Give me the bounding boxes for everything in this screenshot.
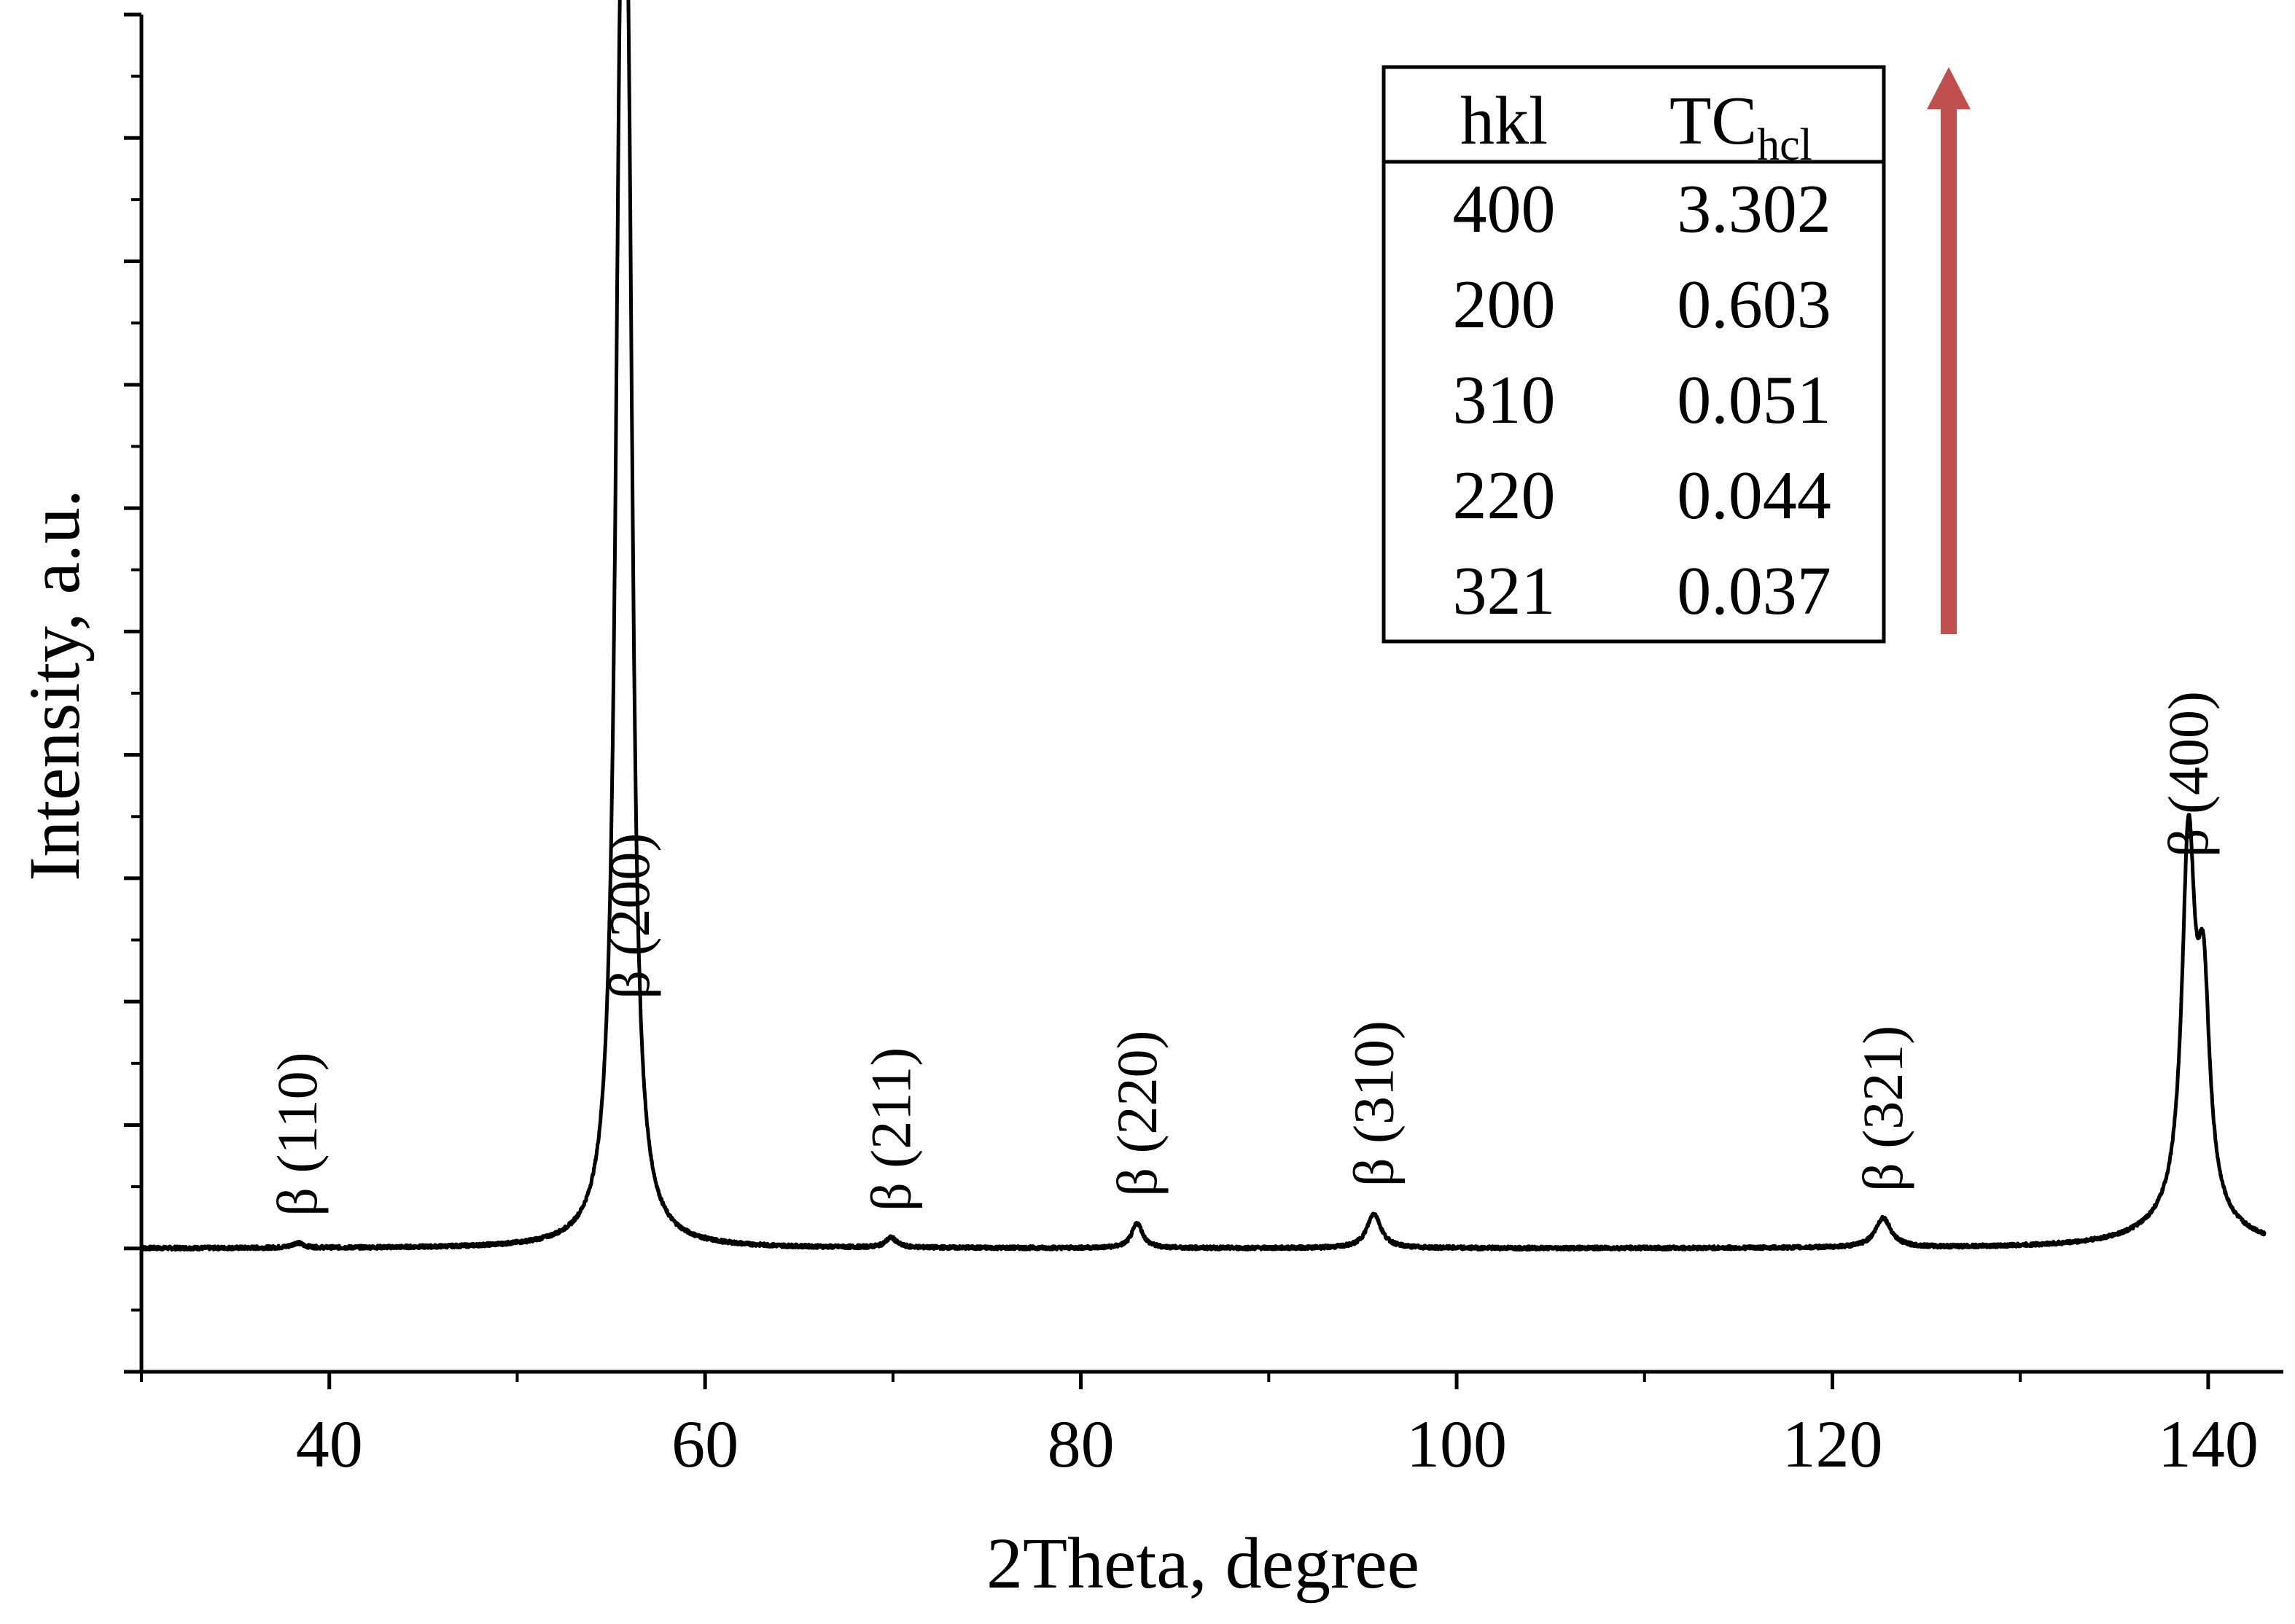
tc-table: hkl TChcl 400 3.302 200 0.603 310 0.051 220 0.0… <box>1382 65 1886 644</box>
peak-label: β (400) <box>2156 691 2220 857</box>
x-axis-title: 2Theta, degree <box>986 1523 1419 1604</box>
table-cell-hkl: 321 <box>1453 553 1556 629</box>
x-tick-label: 120 <box>1782 1407 1882 1481</box>
y-axis-ticks <box>124 12 141 1374</box>
peak-label: β (321) <box>1851 1026 1914 1192</box>
table-cell-hkl: 400 <box>1453 171 1556 247</box>
peak-label: β (310) <box>1342 1020 1406 1187</box>
table-cell-tc: 0.044 <box>1677 458 1831 534</box>
table-rows: 400 3.302 200 0.603 310 0.051 220 0.044 321 0.037 <box>1453 171 1831 629</box>
x-tick-label: 80 <box>1048 1407 1115 1481</box>
table-header-tc-main: TC <box>1669 83 1757 159</box>
peak-label: β (110) <box>265 1052 329 1216</box>
table-cell-tc: 0.051 <box>1677 362 1831 438</box>
table-cell-hkl: 220 <box>1453 458 1556 534</box>
xrd-pattern-line <box>140 0 2267 1252</box>
table-cell-tc: 0.603 <box>1677 267 1831 343</box>
table-header-tc: TChcl <box>1669 83 1812 170</box>
peak-label: β (211) <box>859 1047 922 1211</box>
x-tick-label: 40 <box>296 1407 363 1481</box>
direction-arrow <box>1927 67 1971 634</box>
arrow-head <box>1927 67 1971 109</box>
table-cell-tc: 3.302 <box>1677 171 1831 247</box>
x-axis-ticks: 40 60 80 100 120 140 <box>140 1372 2259 1481</box>
table-cell-hkl: 200 <box>1453 267 1556 343</box>
x-tick-label: 140 <box>2158 1407 2259 1481</box>
peak-label: β (220) <box>1105 1030 1169 1196</box>
table-cell-hkl: 310 <box>1453 362 1556 438</box>
table-cell-tc: 0.037 <box>1677 553 1831 629</box>
y-axis-title: Intensity, a.u. <box>14 489 95 881</box>
peak-label: β (200) <box>598 833 661 999</box>
peak-labels: β (110) β (200) β (211) β (220) β (310) β (32… <box>265 691 2220 1217</box>
table-header-tc-subscript: hcl <box>1757 120 1812 170</box>
x-tick-label: 60 <box>671 1407 739 1481</box>
x-tick-label: 100 <box>1406 1407 1507 1481</box>
table-header-hkl: hkl <box>1460 83 1548 159</box>
